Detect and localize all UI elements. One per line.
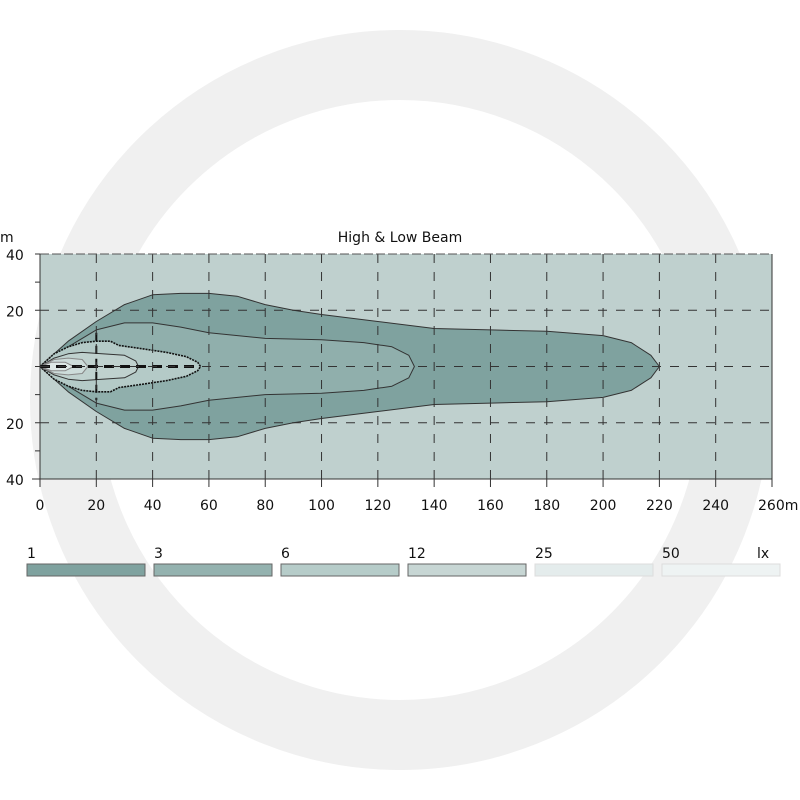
legend-label: 25 bbox=[535, 546, 553, 562]
legend-label: 3 bbox=[154, 546, 163, 562]
axes: 0 20 40 60 80 100 120 140 160 180 200 220 240 260m 40 2… bbox=[6, 248, 798, 514]
legend-swatch-12-lx bbox=[407, 563, 527, 577]
x-tick-label: 120 bbox=[364, 498, 391, 514]
legend-label: 12 bbox=[408, 546, 426, 562]
x-tick-label: 80 bbox=[256, 498, 274, 514]
x-tick-label: 260m bbox=[758, 498, 798, 514]
y-tick-label: 20 bbox=[6, 304, 24, 320]
x-tick-label: 220 bbox=[646, 498, 673, 514]
x-tick-label: 40 bbox=[144, 498, 162, 514]
x-tick-label: 160 bbox=[477, 498, 504, 514]
x-tick-label: 180 bbox=[533, 498, 560, 514]
x-tick-label: 240 bbox=[702, 498, 729, 514]
legend-swatch-1-lx bbox=[26, 563, 146, 577]
y-tick-label: 20 bbox=[6, 417, 24, 433]
legend-unit-label: lx bbox=[757, 546, 769, 562]
legend-label: 50 bbox=[662, 546, 680, 562]
legend-swatch-3-lx bbox=[153, 563, 273, 577]
y-unit-label: m bbox=[0, 230, 14, 246]
legend-label: 1 bbox=[27, 546, 36, 562]
legend-swatch-25-lx bbox=[534, 563, 654, 577]
legend: 1 3 6 12 25 50 bbox=[26, 546, 781, 577]
x-tick-label: 20 bbox=[87, 498, 105, 514]
legend-swatch-50-lx bbox=[661, 563, 781, 577]
y-tick-label: 40 bbox=[6, 473, 24, 489]
x-tick-label: 200 bbox=[590, 498, 617, 514]
chart-title: High & Low Beam bbox=[338, 230, 462, 246]
x-tick-label: 140 bbox=[421, 498, 448, 514]
x-tick-label: 0 bbox=[36, 498, 45, 514]
x-tick-label: 100 bbox=[308, 498, 335, 514]
x-tick-label: 60 bbox=[200, 498, 218, 514]
legend-label: 6 bbox=[281, 546, 290, 562]
legend-swatch-6-lx bbox=[280, 563, 400, 577]
grid-lines bbox=[40, 253, 773, 479]
y-tick-label: 40 bbox=[6, 248, 24, 264]
